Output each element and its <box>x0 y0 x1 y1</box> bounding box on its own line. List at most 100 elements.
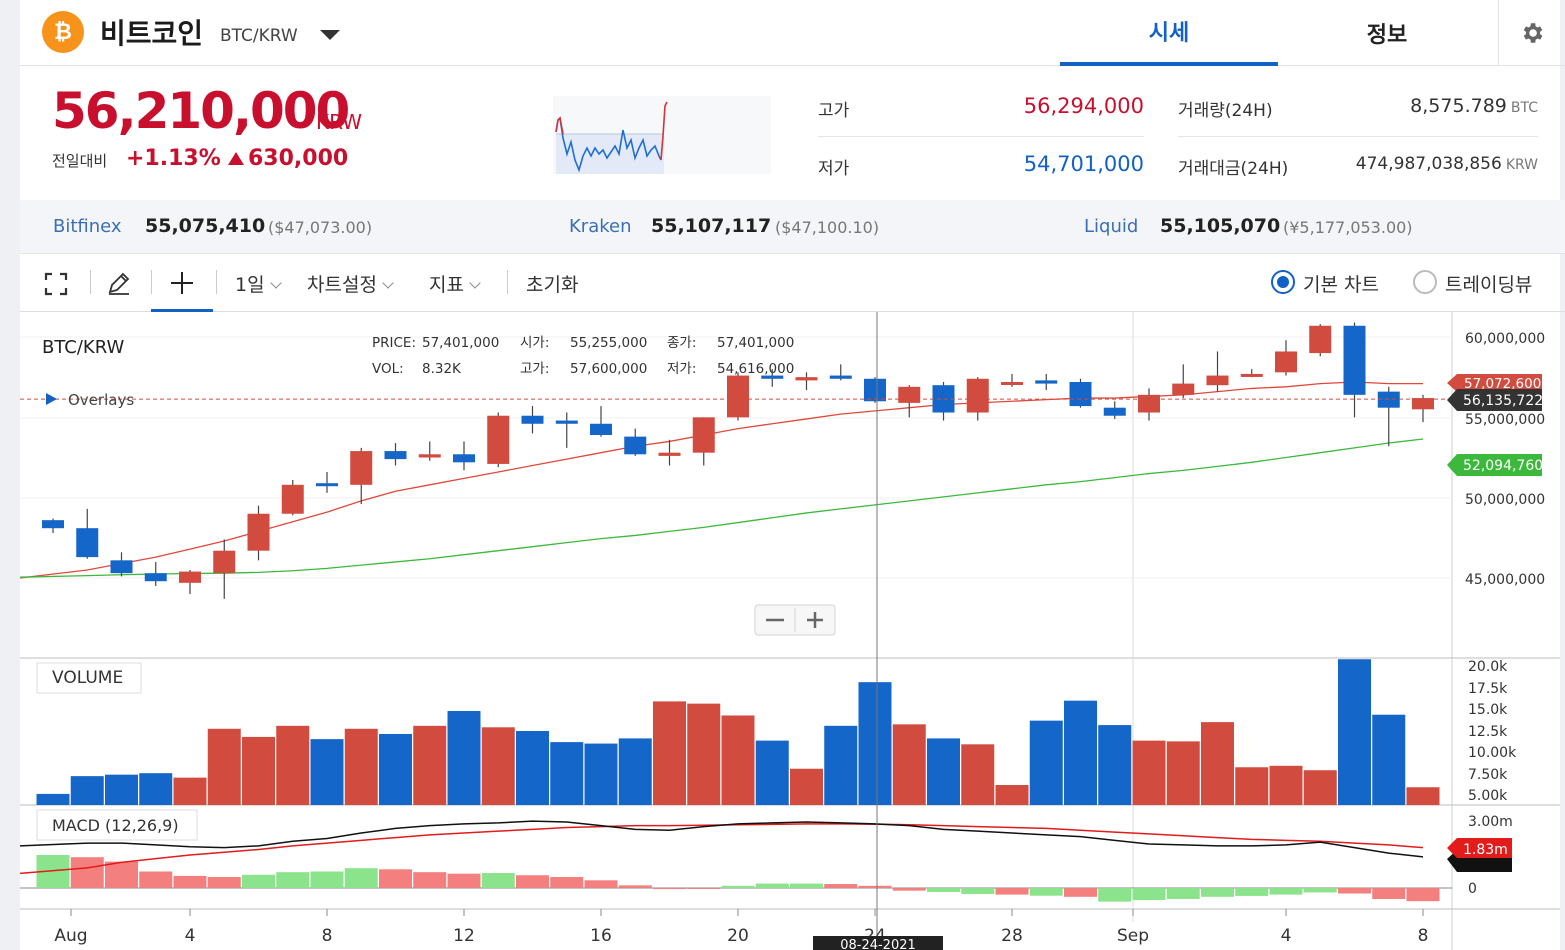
macd-hist-bar <box>1201 888 1234 897</box>
macd-hist-bar <box>927 888 960 892</box>
basic-chart-label[interactable]: 기본 차트 <box>1303 274 1379 296</box>
current-price: 56,210,000 <box>52 82 350 140</box>
macd-hist-bar <box>1269 888 1303 895</box>
axis-label: 12.5k <box>1468 724 1508 740</box>
candle <box>898 385 921 418</box>
candle <box>110 552 133 577</box>
candle-body <box>1172 383 1195 395</box>
candle-body <box>1206 375 1229 386</box>
candle <box>521 406 544 434</box>
macd-hist-bar <box>1303 888 1337 893</box>
volume-bar <box>36 793 70 805</box>
candle-body <box>624 436 647 455</box>
reset-button[interactable]: 초기화 <box>526 274 579 296</box>
change-percent: +1.13% <box>126 146 221 171</box>
macd-hist-bar <box>755 883 789 888</box>
volume-bar <box>1303 770 1337 805</box>
volume-bar <box>790 768 823 805</box>
volume-bar <box>173 777 207 805</box>
volume-axis: 20.0k 17.5k 15.0k 12.5k 10.00k 7.50k 5.0… <box>1468 659 1517 804</box>
volume-bar <box>1029 720 1063 805</box>
chart-settings-select[interactable]: 차트설정 <box>307 270 394 297</box>
crosshair-button[interactable] <box>151 254 213 312</box>
macd-hist-bar <box>413 872 447 888</box>
candle <box>316 471 338 493</box>
candle <box>418 441 441 461</box>
chevron-down-icon <box>382 277 394 289</box>
macd-hist-bar <box>276 872 310 888</box>
volume-bar <box>584 743 618 805</box>
interval-select[interactable]: 1일 <box>235 270 282 297</box>
macd-hist-bar <box>721 885 755 888</box>
chart-canvas[interactable]: BTC/KRW PRICE: 57,401,000 VOL: 8.32K 시가:… <box>19 312 1560 950</box>
indicators-select[interactable]: 지표 <box>429 270 481 297</box>
volume-bar <box>927 738 960 805</box>
svg-text:08-24-2021: 08-24-2021 <box>840 938 916 950</box>
settings-button[interactable] <box>1498 0 1565 66</box>
ma-short-line <box>19 381 1423 579</box>
candle-body <box>179 571 201 583</box>
axis-label: 7.50k <box>1468 767 1508 783</box>
chart-legend: PRICE: 57,401,000 VOL: 8.32K 시가: 55,255,… <box>372 335 794 377</box>
volume-bar <box>344 728 378 805</box>
price-chart[interactable]: BTC/KRW PRICE: 57,401,000 VOL: 8.32K 시가:… <box>19 312 1560 950</box>
date-label: 16 <box>590 926 612 946</box>
candle <box>1343 322 1366 418</box>
macd-hist-bar <box>379 869 412 888</box>
fullscreen-icon[interactable] <box>44 272 68 296</box>
tab-price[interactable]: 시세 <box>1060 0 1278 66</box>
legend-vol-label: VOL: <box>372 361 404 377</box>
overlays-label[interactable]: Overlays <box>68 391 134 409</box>
tradingview-radio[interactable] <box>1413 270 1437 294</box>
candle-body <box>932 385 955 413</box>
candle-body <box>966 378 989 413</box>
zoom-controls[interactable] <box>754 604 836 636</box>
candle <box>144 561 167 587</box>
stat-divider <box>818 136 1144 137</box>
volume-bar <box>516 731 549 805</box>
candle-body <box>590 423 612 436</box>
pencil-icon[interactable] <box>106 270 132 296</box>
candle-body <box>555 420 578 424</box>
volume-bar <box>755 740 789 805</box>
volume-bar <box>824 725 858 805</box>
legend-high-label: 고가: <box>520 361 549 377</box>
date-label: 12 <box>453 926 475 946</box>
macd-hist-bar <box>344 868 378 888</box>
tab-info[interactable]: 정보 <box>1366 23 1408 48</box>
candle-body <box>1069 381 1092 407</box>
candle-body <box>487 415 510 464</box>
exchange-name[interactable]: Liquid <box>1084 216 1139 237</box>
volume-bar <box>413 725 447 805</box>
chart-toolbar: 1일 차트설정 지표 초기화 기본 차트 트레이딩뷰 <box>20 254 1565 312</box>
coin-pair: BTC/KRW <box>220 26 298 46</box>
macd-hist-bar <box>481 873 515 888</box>
overlays-toggle-icon[interactable] <box>46 393 57 405</box>
ma-long-line <box>19 438 1424 578</box>
trade-value-label: 거래대금(24H) <box>1178 159 1289 179</box>
axis-label: 45,000,000 <box>1465 572 1545 588</box>
legend-price-label: PRICE: <box>372 335 416 351</box>
exchange-name[interactable]: Bitfinex <box>53 216 122 237</box>
macd-label-box <box>36 809 198 841</box>
candle <box>727 372 749 421</box>
macd-hist-bar <box>1098 888 1132 902</box>
candle-body <box>692 417 715 453</box>
basic-chart-radio[interactable] <box>1271 270 1295 294</box>
date-label: Sep <box>1117 926 1149 946</box>
exchange-price: 55,075,410 <box>145 215 266 237</box>
volume-bar <box>961 744 995 805</box>
volume-bar <box>1338 659 1371 805</box>
candle <box>555 412 578 448</box>
change-amount: 630,000 <box>248 146 349 171</box>
coin-select-dropdown-icon[interactable] <box>320 30 340 40</box>
macd-hist-bar <box>995 888 1029 895</box>
candle-body <box>898 386 921 403</box>
candle <box>829 364 852 381</box>
axis-label: 10.00k <box>1468 745 1517 761</box>
volume-bar <box>447 711 481 805</box>
exchange-name[interactable]: Kraken <box>569 216 632 237</box>
tradingview-label[interactable]: 트레이딩뷰 <box>1445 274 1533 296</box>
candle-body <box>1001 381 1023 385</box>
volume-label: 거래량(24H) <box>1178 101 1273 121</box>
